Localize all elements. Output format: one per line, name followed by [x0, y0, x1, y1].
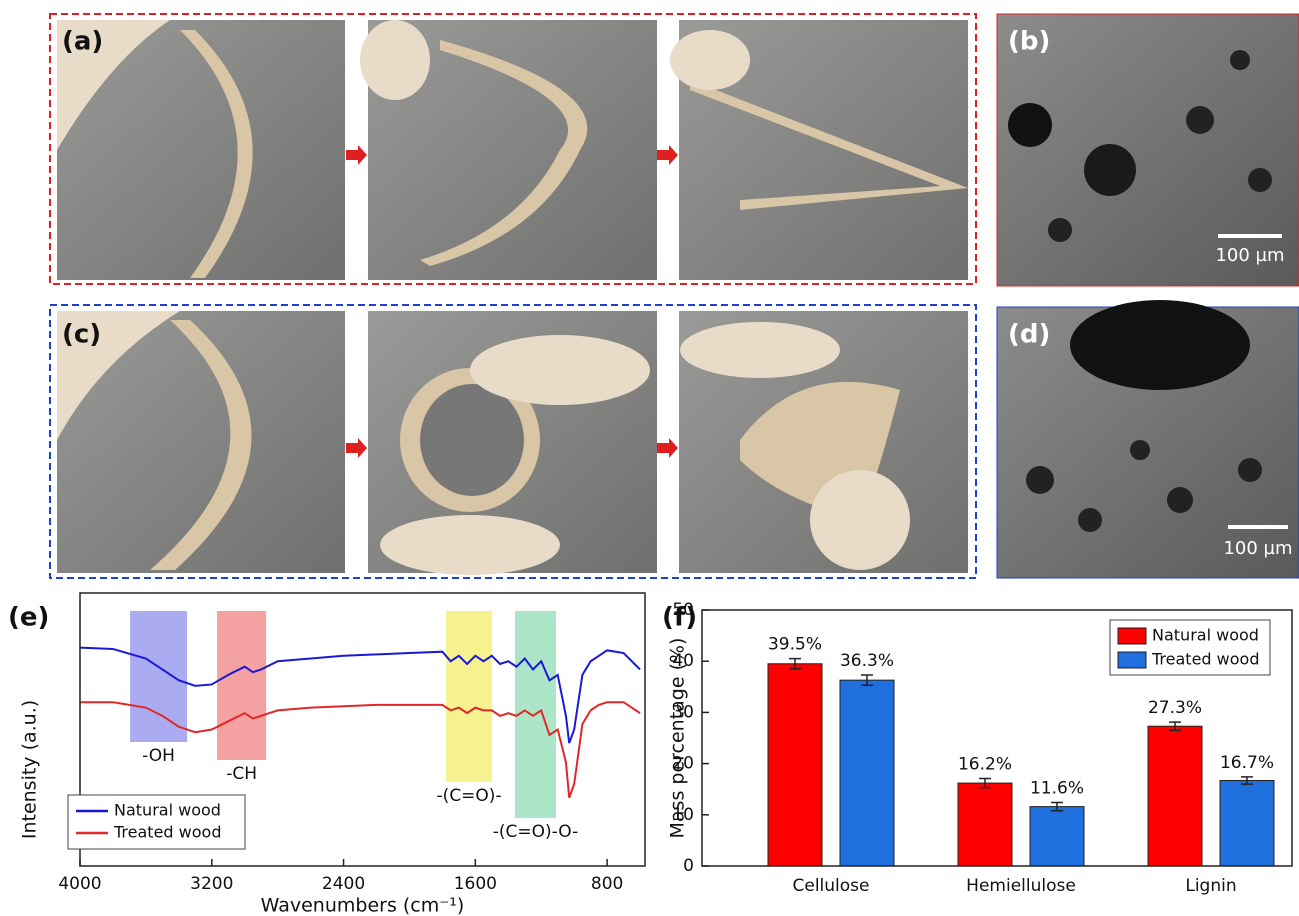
panel-label: (f)	[662, 603, 697, 633]
value-label: 16.2%	[958, 754, 1012, 774]
arrow	[657, 438, 678, 458]
x-tick-label: Hemiellulose	[966, 876, 1076, 896]
panel-label: (e)	[8, 603, 49, 633]
y-axis-title: Mass percentage (%)	[667, 638, 689, 839]
photo-c1	[57, 311, 345, 573]
band-label: -(C=O)-O-	[493, 822, 579, 842]
bar	[1220, 780, 1274, 866]
photo-c2	[368, 311, 657, 575]
x-tick-label: Lignin	[1185, 876, 1236, 896]
figure: (a) (b) (c) (d) 100 µm 100 µm -OH -CH -(C=…	[0, 0, 1299, 916]
x-tick-label: Cellulose	[793, 876, 870, 896]
legend-label: Natural wood	[114, 801, 221, 820]
x-tick-label: 800	[591, 874, 623, 894]
y-tick-label: 0	[683, 856, 694, 876]
arrow	[346, 438, 367, 458]
band-label: -CH	[226, 764, 257, 784]
value-label: 36.3%	[840, 651, 894, 671]
y-axis-title: Intensity (a.u.)	[19, 700, 41, 839]
legend-label: Natural wood	[1152, 626, 1259, 645]
value-label: 11.6%	[1030, 779, 1084, 799]
bar	[840, 680, 894, 866]
band	[130, 611, 187, 742]
panel-label: (a)	[62, 27, 103, 57]
panel-label: (d)	[1008, 320, 1050, 350]
x-tick-label: 3200	[190, 874, 233, 894]
value-label: 39.5%	[768, 635, 822, 655]
photo-a1	[57, 20, 345, 280]
band-label: -OH	[142, 746, 175, 766]
legend-label: Treated wood	[113, 823, 221, 842]
scale-bar: 100 µm	[1215, 245, 1284, 266]
arrow	[346, 145, 367, 165]
photo-a2	[360, 20, 657, 280]
legend-label: Treated wood	[1151, 650, 1259, 669]
x-tick-label: 4000	[58, 874, 101, 894]
x-tick-label: 2400	[322, 874, 365, 894]
arrow	[657, 145, 678, 165]
scale-bar: 100 µm	[1223, 538, 1292, 559]
panel-label: (c)	[62, 320, 101, 350]
band	[446, 611, 492, 782]
photo-c3	[679, 311, 968, 573]
x-axis-title: Wavenumbers (cm⁻¹)	[261, 895, 465, 916]
legend-swatch	[1118, 628, 1146, 644]
x-tick-label: 1600	[454, 874, 497, 894]
legend-swatch	[1118, 652, 1146, 668]
value-label: 16.7%	[1220, 753, 1274, 773]
band-label: -(C=O)-	[437, 786, 502, 806]
bar	[958, 783, 1012, 866]
bar	[768, 664, 822, 866]
panel-label: (b)	[1008, 27, 1050, 57]
value-label: 27.3%	[1148, 698, 1202, 718]
band	[217, 611, 266, 760]
photo-a3	[670, 20, 968, 280]
bar	[1148, 726, 1202, 866]
bar	[1030, 807, 1084, 866]
